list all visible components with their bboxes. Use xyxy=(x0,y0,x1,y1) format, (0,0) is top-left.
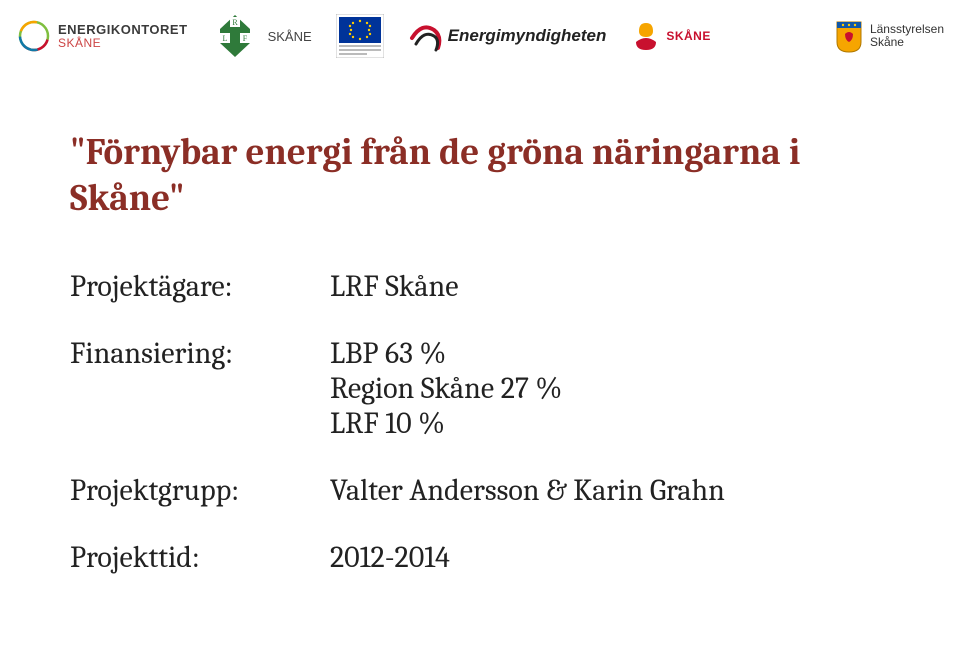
lansstyrelsen-icon xyxy=(834,18,864,54)
value-projektagare: LRF Skåne xyxy=(330,269,459,304)
label-projektgrupp: Projektgrupp: xyxy=(70,473,330,508)
value-projekttid: 2012-2014 xyxy=(330,540,450,575)
lrf-label: SKÅNE xyxy=(268,29,312,44)
value-finansiering: LBP 63 % Region Skåne 27 % LRF 10 % xyxy=(330,336,562,441)
energikontoret-icon xyxy=(16,18,52,54)
logo-eu xyxy=(336,14,384,58)
finansiering-line-2: Region Skåne 27 % xyxy=(330,371,562,406)
svg-text:F: F xyxy=(242,34,247,43)
value-projektgrupp: Valter Andersson & Karin Grahn xyxy=(330,473,725,508)
lansstyrelsen-label-2: Skåne xyxy=(870,36,944,49)
energikontoret-label-1: ENERGIKONTORET xyxy=(58,23,188,37)
row-projektagare: Projektägare: LRF Skåne xyxy=(70,269,890,304)
energimyndigheten-label: Energimyndigheten xyxy=(448,26,607,46)
lrf-icon: R L F xyxy=(212,13,258,59)
svg-text:L: L xyxy=(222,34,227,43)
region-skane-label: SKÅNE xyxy=(666,29,711,43)
finansiering-line-3: LRF 10 % xyxy=(330,406,562,441)
logo-energikontoret: ENERGIKONTORET SKÅNE xyxy=(16,18,188,54)
logo-region-skane: SKÅNE xyxy=(630,20,711,52)
label-projektagare: Projektägare: xyxy=(70,269,330,304)
row-projektgrupp: Projektgrupp: Valter Andersson & Karin G… xyxy=(70,473,890,508)
slide-title: "Förnybar energi från de gröna näringarn… xyxy=(70,130,890,223)
logo-strip: ENERGIKONTORET SKÅNE R L F SKÅNE xyxy=(0,8,960,64)
logo-lrf: R L F SKÅNE xyxy=(212,13,312,59)
slide-content: "Förnybar energi från de gröna näringarn… xyxy=(70,130,890,575)
energikontoret-label-2: SKÅNE xyxy=(58,37,188,50)
svg-text:R: R xyxy=(232,18,238,27)
region-skane-icon xyxy=(630,20,662,52)
logo-lansstyrelsen: Länsstyrelsen Skåne xyxy=(834,18,944,54)
row-projekttid: Projekttid: 2012-2014 xyxy=(70,540,890,575)
energimyndigheten-icon xyxy=(408,18,444,54)
row-finansiering: Finansiering: LBP 63 % Region Skåne 27 %… xyxy=(70,336,890,441)
label-finansiering: Finansiering: xyxy=(70,336,330,371)
label-projekttid: Projekttid: xyxy=(70,540,330,575)
finansiering-line-1: LBP 63 % xyxy=(330,336,562,371)
logo-energimyndigheten: Energimyndigheten xyxy=(408,18,607,54)
eu-icon xyxy=(336,14,384,58)
